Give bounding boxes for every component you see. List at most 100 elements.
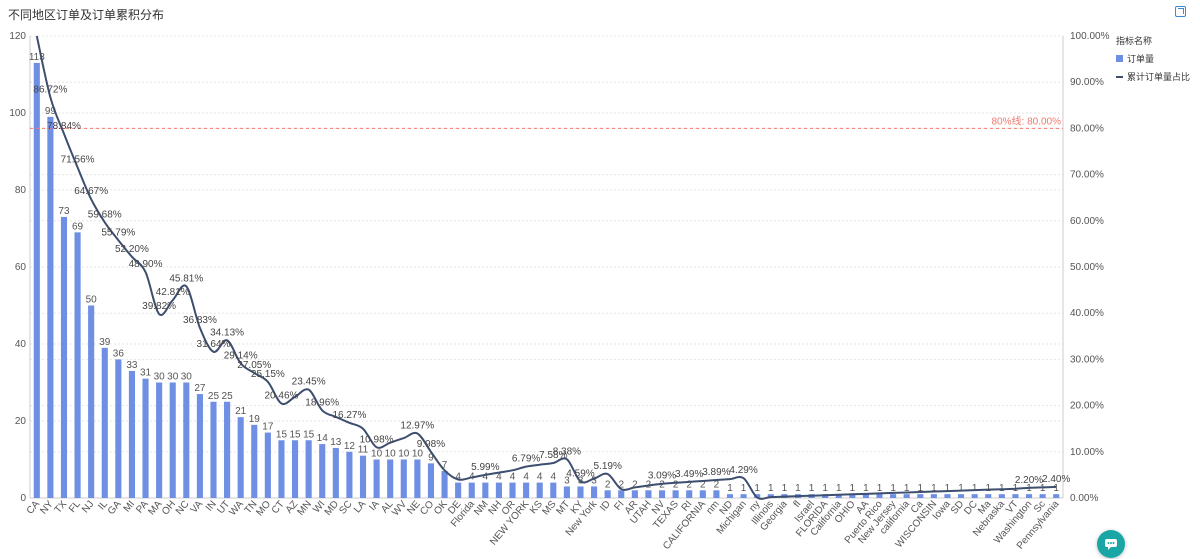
line-label: 4.59% bbox=[566, 468, 594, 479]
line-label: 71.56% bbox=[61, 154, 95, 165]
bar-label: 1 bbox=[877, 483, 883, 494]
bar-label: 1 bbox=[890, 483, 896, 494]
bar bbox=[60, 216, 68, 498]
bar bbox=[985, 494, 992, 498]
bar bbox=[862, 494, 869, 498]
bar-label: 1 bbox=[918, 483, 924, 494]
bar-label: 30 bbox=[181, 372, 193, 383]
line-label: 7.58% bbox=[539, 450, 567, 461]
bar-label: 11 bbox=[358, 445, 369, 456]
legend-item-bar[interactable]: 订单量 bbox=[1116, 52, 1190, 65]
bar bbox=[142, 378, 149, 498]
bar-label: 31 bbox=[140, 368, 152, 379]
bar bbox=[237, 417, 244, 498]
line-label: 6.79% bbox=[512, 454, 540, 465]
bar-label: 1 bbox=[931, 483, 937, 494]
bar bbox=[101, 347, 108, 498]
y-left-tick-label: 40 bbox=[15, 339, 27, 350]
bar bbox=[550, 482, 557, 498]
bar-label: 50 bbox=[86, 295, 98, 306]
bar bbox=[713, 490, 720, 498]
bar-label: 1 bbox=[863, 483, 869, 494]
line-label: 27.05% bbox=[237, 360, 271, 371]
bar bbox=[346, 451, 353, 498]
bar bbox=[577, 486, 584, 498]
bar-label: 73 bbox=[58, 206, 70, 217]
bar-label: 1 bbox=[754, 483, 760, 494]
line-swatch-icon bbox=[1116, 75, 1123, 78]
bar-label: 1 bbox=[1053, 483, 1059, 494]
bar bbox=[958, 494, 965, 498]
legend-item-line[interactable]: 累计订单量占比 bbox=[1116, 70, 1190, 83]
bar bbox=[1025, 494, 1033, 498]
y-right-tick-label: 0.00% bbox=[1070, 493, 1098, 504]
bar bbox=[251, 424, 258, 498]
bar bbox=[835, 494, 842, 498]
bar-label: 39 bbox=[99, 337, 111, 348]
chat-button[interactable] bbox=[1097, 530, 1125, 558]
bar bbox=[1053, 494, 1060, 498]
y-right-tick-label: 90.00% bbox=[1070, 77, 1104, 88]
bar bbox=[441, 471, 448, 498]
bar bbox=[196, 394, 203, 498]
bar-label: 15 bbox=[276, 429, 288, 440]
chart-title: 不同地区订单及订单累积分布 bbox=[8, 8, 165, 22]
line-label: 48.90% bbox=[129, 259, 163, 270]
bar-label: 15 bbox=[303, 429, 315, 440]
bar bbox=[903, 494, 910, 498]
bar-label: 4 bbox=[483, 472, 489, 483]
line-label: 45.81% bbox=[169, 273, 203, 284]
bar bbox=[169, 382, 176, 498]
line-label: 8.38% bbox=[553, 446, 581, 457]
line-label: 64.67% bbox=[74, 186, 108, 197]
line-label: 78.84% bbox=[47, 121, 81, 132]
y-right-tick-label: 60.00% bbox=[1070, 216, 1104, 227]
line-label: 42.81% bbox=[156, 287, 190, 298]
bar-label: 1 bbox=[972, 483, 978, 494]
bar-label: 2 bbox=[714, 479, 720, 490]
y-right-tick-label: 100.00% bbox=[1070, 31, 1110, 42]
bar bbox=[686, 490, 693, 498]
bar-label: 27 bbox=[194, 383, 206, 394]
y-left-tick-label: 0 bbox=[20, 493, 26, 504]
bar bbox=[604, 490, 611, 498]
line-label: 55.79% bbox=[101, 227, 135, 238]
x-tick-label: fl bbox=[792, 499, 804, 510]
bar-label: 15 bbox=[289, 429, 301, 440]
bar-label: 10 bbox=[385, 449, 397, 460]
line-label: 9.98% bbox=[417, 439, 445, 450]
line-label: 31.64% bbox=[197, 339, 231, 350]
y-right-tick-label: 10.00% bbox=[1070, 447, 1104, 458]
expand-icon[interactable] bbox=[1175, 6, 1186, 17]
bar-label: 1 bbox=[741, 483, 747, 494]
bar bbox=[455, 482, 462, 498]
x-tick-label: NJ bbox=[80, 499, 96, 515]
bar bbox=[658, 490, 666, 498]
bar-label: 4 bbox=[537, 472, 543, 483]
bar bbox=[917, 494, 924, 498]
bar-label: 30 bbox=[154, 372, 166, 383]
bar bbox=[482, 482, 489, 498]
bar-label: 3 bbox=[564, 475, 570, 486]
bar-label: 1 bbox=[782, 483, 788, 494]
bar bbox=[536, 482, 543, 498]
bar bbox=[618, 490, 625, 498]
line-label: 12.97% bbox=[400, 420, 434, 431]
y-left-tick-label: 120 bbox=[9, 31, 26, 42]
bar bbox=[400, 459, 407, 498]
line-label: 3.89% bbox=[702, 467, 730, 478]
bar-label: 2 bbox=[618, 479, 624, 490]
line-label: 39.82% bbox=[142, 301, 176, 312]
bar-label: 69 bbox=[72, 221, 84, 232]
line-label: 5.19% bbox=[593, 461, 621, 472]
x-tick-label: LA bbox=[352, 499, 369, 516]
bar-label: 1 bbox=[768, 483, 774, 494]
bar-label: 33 bbox=[126, 360, 138, 371]
reference-line-label: 80%线: 80.00% bbox=[992, 114, 1062, 127]
y-right-tick-label: 50.00% bbox=[1070, 262, 1104, 273]
line-label: 20.46% bbox=[264, 390, 298, 401]
line-label: 2.20% bbox=[1015, 475, 1043, 486]
bar bbox=[971, 494, 978, 498]
bar-label: 10 bbox=[398, 449, 410, 460]
line-label: 18.96% bbox=[305, 397, 339, 408]
